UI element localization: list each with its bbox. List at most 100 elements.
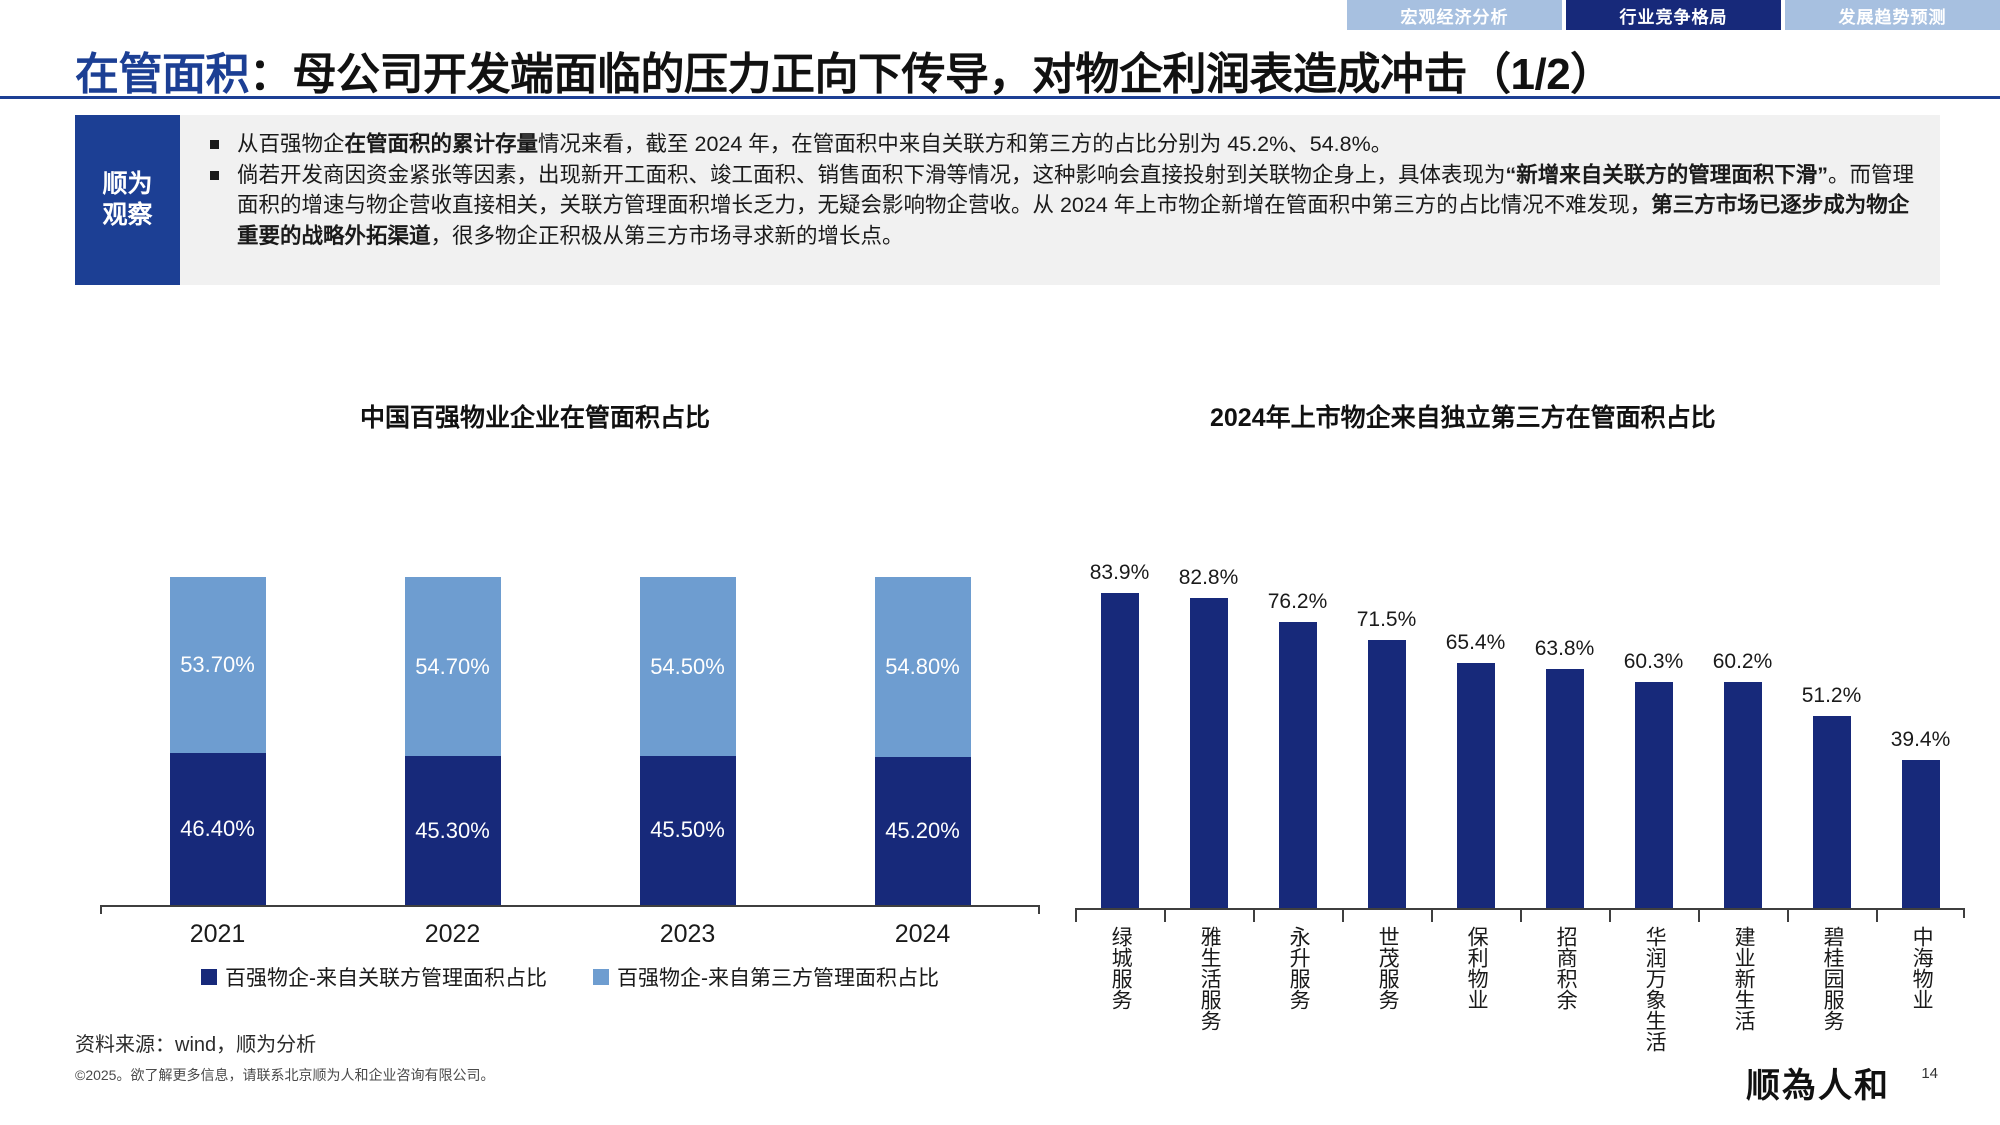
bar-value-label: 83.9% <box>1089 561 1150 585</box>
observation-emphasis: 第三方市场已逐步成为物企重要的战略外拓渠道 <box>237 193 1910 248</box>
bar-value-label: 65.4% <box>1445 630 1506 654</box>
bar-value-label: 45.20% <box>885 817 960 843</box>
x-axis-label: 2022 <box>424 920 481 948</box>
x-axis-category-label: 保利物业 <box>1465 926 1489 1010</box>
tab-macro-economy[interactable]: 宏观经济分析 <box>1347 0 1562 30</box>
x-axis-category-label: 世茂服务 <box>1376 926 1400 1010</box>
title-divider <box>0 96 2000 99</box>
stacked-bar[interactable]: 54.70% 45.30% <box>404 577 501 905</box>
bar-value-label: 82.8% <box>1178 565 1239 589</box>
page-title-rest: ：母公司开发端面临的压力正向下传导，对物企利润表造成冲击（1/2） <box>249 50 1614 99</box>
bar-segment-third-party: 54.70% <box>404 577 501 757</box>
bar-value-label: 53.70% <box>180 652 255 678</box>
tab-trend-forecast[interactable]: 发展趋势预测 <box>1785 0 2000 30</box>
observation-emphasis: “新增来自关联方的管理面积下滑” <box>1505 162 1829 187</box>
bar[interactable] <box>1812 716 1851 908</box>
x-axis-category-label: 华润万象生活 <box>1643 926 1667 1052</box>
bar-segment-related-party: 45.30% <box>404 756 501 905</box>
bar-segment-related-party: 45.50% <box>639 755 736 905</box>
stacked-bar[interactable]: 54.50% 45.50% <box>639 577 736 905</box>
tab-label: 行业竞争格局 <box>1619 7 1728 27</box>
bar-value-label: 54.70% <box>415 653 490 679</box>
left-chart-x-axis <box>100 905 1040 907</box>
bar-segment-third-party: 53.70% <box>169 577 266 754</box>
stacked-bar[interactable]: 54.80% 45.20% <box>874 577 971 905</box>
x-axis-tick <box>1876 910 1878 922</box>
bar[interactable] <box>1367 639 1406 908</box>
x-axis-tick <box>1698 910 1700 922</box>
left-chart-x-labels: 2021 2022 2023 2024 <box>100 920 1040 956</box>
observation-tag-line2: 观察 <box>102 201 153 229</box>
legend-swatch-icon <box>201 969 217 985</box>
observation-tag: 顺为 观察 <box>75 115 180 285</box>
legend-label: 百强物企-来自第三方管理面积占比 <box>617 967 939 990</box>
legend-item[interactable]: 百强物企-来自第三方管理面积占比 <box>593 962 939 992</box>
x-axis-tick <box>1164 910 1166 922</box>
legend-swatch-icon <box>593 969 609 985</box>
observation-run: ，很多物企正积极从第三方市场寻求新的增长点。 <box>430 223 904 248</box>
x-axis-tick <box>1787 910 1789 922</box>
bar[interactable] <box>1723 682 1762 908</box>
bar-segment-third-party: 54.50% <box>639 577 736 756</box>
observation-body: 从百强物企在管面积的累计存量情况来看，截至 2024 年，在管面积中来自关联方和… <box>180 115 1940 285</box>
observation-run: 。而管理面积的增速与物企营收直接相关，关联方管理面积增长乏力，无疑会影响物企营收… <box>237 162 1915 218</box>
left-chart-legend: 百强物企-来自关联方管理面积占比 百强物企-来自第三方管理面积占比 <box>100 962 1040 992</box>
bar-value-label: 45.50% <box>650 817 725 843</box>
top-nav-tabs: 宏观经济分析 行业竞争格局 发展趋势预测 <box>0 0 2000 30</box>
left-chart-plot-area: 53.70% 46.40% 54.70% 45.30% 54.50% 45.50% 54.8… <box>100 490 1040 905</box>
x-axis-tick <box>1431 910 1433 922</box>
bar-value-label: 60.2% <box>1712 650 1773 674</box>
bar-value-label: 54.80% <box>885 653 960 679</box>
x-axis-category-label: 建业新生活 <box>1732 926 1756 1031</box>
legend-label: 百强物企-来自关联方管理面积占比 <box>225 967 547 990</box>
bar[interactable] <box>1901 760 1940 908</box>
right-chart-x-axis <box>1075 908 1965 910</box>
x-axis-category-label: 永升服务 <box>1287 926 1311 1010</box>
page-title: 在管面积：母公司开发端面临的压力正向下传导，对物企利润表造成冲击（1/2） <box>75 38 1614 102</box>
left-axis-cap-start <box>100 905 102 914</box>
stacked-bar[interactable]: 53.70% 46.40% <box>169 577 266 905</box>
bar[interactable] <box>1189 597 1228 908</box>
left-chart-title: 中国百强物业企业在管面积占比 <box>360 404 711 432</box>
right-bar-chart: 83.9% 82.8% 76.2% 71.5% 65.4% 63.8% 60.3% 60.2%… <box>1075 470 1965 1052</box>
bar[interactable] <box>1634 681 1673 908</box>
tab-industry-competition[interactable]: 行业竞争格局 <box>1566 0 1781 30</box>
observation-text-1: 从百强物企在管面积的累计存量情况来看，截至 2024 年，在管面积中来自关联方和… <box>237 129 1918 160</box>
observation-bullet-2: 倘若开发商因资金紧张等因素，出现新开工面积、竣工面积、销售面积下滑等情况，这种影… <box>198 160 1918 252</box>
bar[interactable] <box>1100 593 1139 908</box>
x-axis-label: 2024 <box>894 920 951 948</box>
bar-value-label: 63.8% <box>1534 636 1595 660</box>
copyright-note: ©2025。欲了解更多信息，请联系北京顺为人和企业咨询有限公司。 <box>75 1067 495 1083</box>
bar[interactable] <box>1545 668 1584 908</box>
x-axis-tick <box>1520 910 1522 922</box>
legend-item[interactable]: 百强物企-来自关联方管理面积占比 <box>201 962 547 992</box>
x-axis-tick <box>1075 910 1077 922</box>
observation-run: 倘若开发商因资金紧张等因素，出现新开工面积、竣工面积、销售面积下滑等情况，这种影… <box>237 162 1506 187</box>
tab-label: 宏观经济分析 <box>1400 7 1509 27</box>
bar-value-label: 60.3% <box>1623 649 1684 673</box>
bar-value-label: 39.4% <box>1890 728 1951 752</box>
observation-run: 情况来看，截至 2024 年，在管面积中来自关联方和第三方的占比分别为 45.2… <box>538 132 1393 156</box>
bar[interactable] <box>1278 622 1317 908</box>
bar-value-label: 51.2% <box>1801 684 1862 707</box>
x-axis-category-label: 绿城服务 <box>1109 926 1133 1010</box>
x-axis-tick <box>1609 910 1611 922</box>
source-note: 资料来源：wind，顺为分析 <box>75 1034 317 1056</box>
observation-text-2: 倘若开发商因资金紧张等因素，出现新开工面积、竣工面积、销售面积下滑等情况，这种影… <box>237 160 1918 252</box>
square-bullet-icon <box>210 140 219 149</box>
company-logo: 顺為人和 <box>1746 1066 1890 1106</box>
bar-value-label: 46.40% <box>180 816 255 842</box>
x-axis-category-label: 碧桂园服务 <box>1821 926 1845 1031</box>
bar-segment-related-party: 46.40% <box>169 753 266 905</box>
x-axis-label: 2021 <box>189 920 246 948</box>
page-number: 14 <box>1921 1065 1938 1082</box>
bar-value-label: 54.50% <box>650 653 725 679</box>
bar-segment-third-party: 54.80% <box>874 577 971 757</box>
bar-segment-related-party: 45.20% <box>874 756 971 905</box>
x-axis-category-label: 招商积余 <box>1554 926 1578 1010</box>
right-chart-title: 2024年上市物企来自独立第三方在管面积占比 <box>1210 404 1716 432</box>
bar[interactable] <box>1456 662 1495 908</box>
square-bullet-icon <box>210 170 219 180</box>
left-stacked-bar-chart: 53.70% 46.40% 54.70% 45.30% 54.50% 45.50% 54.8… <box>100 490 1040 948</box>
x-axis-category-label: 雅生活服务 <box>1198 926 1222 1031</box>
